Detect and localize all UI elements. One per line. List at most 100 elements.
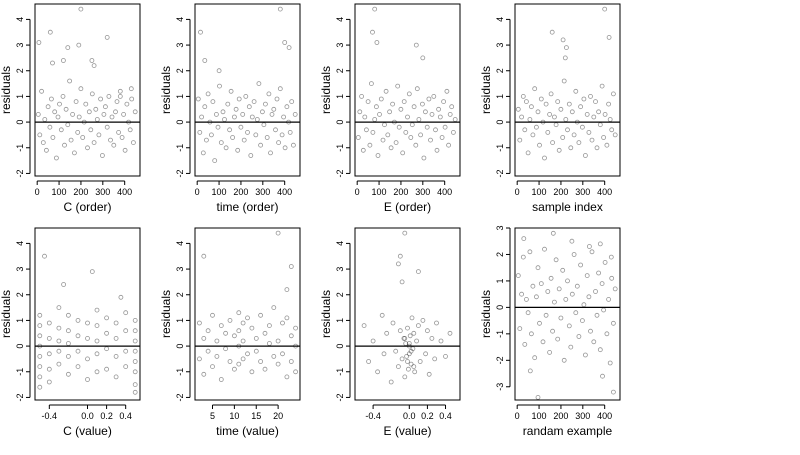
- y-tick-label: -1: [335, 368, 345, 376]
- data-point: [591, 114, 597, 120]
- y-axis-title: residuals: [159, 290, 173, 338]
- data-point: [262, 330, 268, 336]
- y-tick-label: 0: [15, 344, 25, 349]
- scatter-panel: -2 -1 0 1 2 3 4 5 10 15 20 time (value) residuals: [159, 227, 301, 438]
- data-point: [408, 348, 414, 354]
- plot-frame: [34, 3, 141, 177]
- data-point: [128, 86, 134, 92]
- data-point: [548, 91, 554, 97]
- data-point: [249, 369, 255, 375]
- data-point: [205, 348, 211, 354]
- data-point: [365, 99, 371, 104]
- data-point: [45, 104, 51, 110]
- data-point: [565, 127, 570, 133]
- y-tick-label: 4: [175, 17, 185, 22]
- y-tick-label: 3: [335, 43, 345, 48]
- x-tick-label: 0.4: [439, 411, 452, 421]
- y-tick-label: 3: [175, 43, 185, 48]
- data-point: [37, 333, 43, 339]
- y-axis-title: residuals: [479, 66, 493, 114]
- data-point: [104, 315, 109, 321]
- x-axis-title: randam example: [523, 424, 613, 438]
- x-tick-label: 200: [553, 411, 568, 421]
- data-point: [58, 127, 64, 133]
- data-point: [236, 361, 242, 367]
- data-point: [75, 333, 81, 339]
- y-tick-label: -1: [175, 144, 185, 152]
- data-point: [569, 109, 575, 115]
- data-point: [94, 323, 100, 329]
- x-tick-label: 300: [415, 187, 430, 197]
- y-tick-label: -2: [335, 393, 345, 401]
- data-point: [387, 109, 393, 115]
- data-point: [556, 286, 562, 292]
- data-point: [132, 338, 138, 344]
- data-point: [597, 347, 603, 353]
- data-point: [205, 91, 211, 97]
- data-point: [88, 127, 94, 133]
- y-tick-label: -2: [495, 169, 505, 177]
- data-point: [123, 310, 129, 316]
- data-point: [108, 137, 113, 143]
- data-point: [113, 374, 119, 380]
- data-point: [446, 142, 452, 148]
- x-tick-label: 300: [95, 187, 110, 197]
- data-point: [46, 335, 52, 341]
- data-point: [66, 353, 71, 359]
- data-point: [402, 335, 408, 341]
- data-point: [75, 364, 81, 370]
- data-point: [558, 106, 564, 112]
- y-tick-label: 1: [495, 278, 505, 283]
- data-point: [231, 114, 237, 120]
- data-point: [89, 91, 95, 97]
- data-point: [447, 330, 453, 336]
- data-point: [362, 114, 368, 120]
- data-point: [534, 124, 539, 130]
- data-point: [66, 341, 71, 346]
- data-point: [385, 132, 391, 138]
- data-point: [132, 328, 138, 334]
- data-point: [113, 320, 119, 326]
- data-point: [220, 109, 226, 115]
- data-point: [78, 86, 84, 92]
- data-point: [424, 328, 430, 334]
- data-point: [447, 112, 453, 117]
- data-point: [240, 112, 246, 117]
- data-point: [390, 320, 396, 326]
- x-tick-label: 0: [355, 187, 360, 197]
- data-point: [202, 104, 208, 110]
- data-point: [563, 296, 569, 302]
- x-tick-label: 0.4: [119, 411, 132, 421]
- data-point: [555, 99, 561, 104]
- data-point: [520, 94, 526, 99]
- data-point: [532, 355, 538, 361]
- data-point: [96, 132, 102, 138]
- y-tick-label: -2: [495, 356, 505, 364]
- data-point: [405, 325, 410, 331]
- data-point: [415, 269, 421, 275]
- data-point: [428, 137, 433, 143]
- data-point: [195, 96, 201, 102]
- data-point: [94, 307, 100, 313]
- data-point: [395, 364, 401, 370]
- data-point: [401, 335, 407, 341]
- data-point: [46, 351, 52, 357]
- data-point: [116, 129, 121, 135]
- data-point: [581, 96, 587, 102]
- data-point: [271, 305, 277, 311]
- data-point: [264, 135, 270, 140]
- data-point: [240, 338, 246, 344]
- y-tick-label: -1: [175, 368, 185, 376]
- y-tick-label: 2: [175, 292, 185, 297]
- data-point: [286, 45, 292, 50]
- x-tick-label: 5: [210, 411, 215, 421]
- data-point: [417, 359, 423, 364]
- data-point: [61, 58, 66, 63]
- x-tick-label: 400: [597, 411, 612, 421]
- data-point: [378, 96, 384, 102]
- data-point: [418, 132, 424, 138]
- data-point: [552, 114, 557, 120]
- data-point: [434, 147, 440, 153]
- data-point: [258, 142, 264, 148]
- data-point: [534, 294, 539, 300]
